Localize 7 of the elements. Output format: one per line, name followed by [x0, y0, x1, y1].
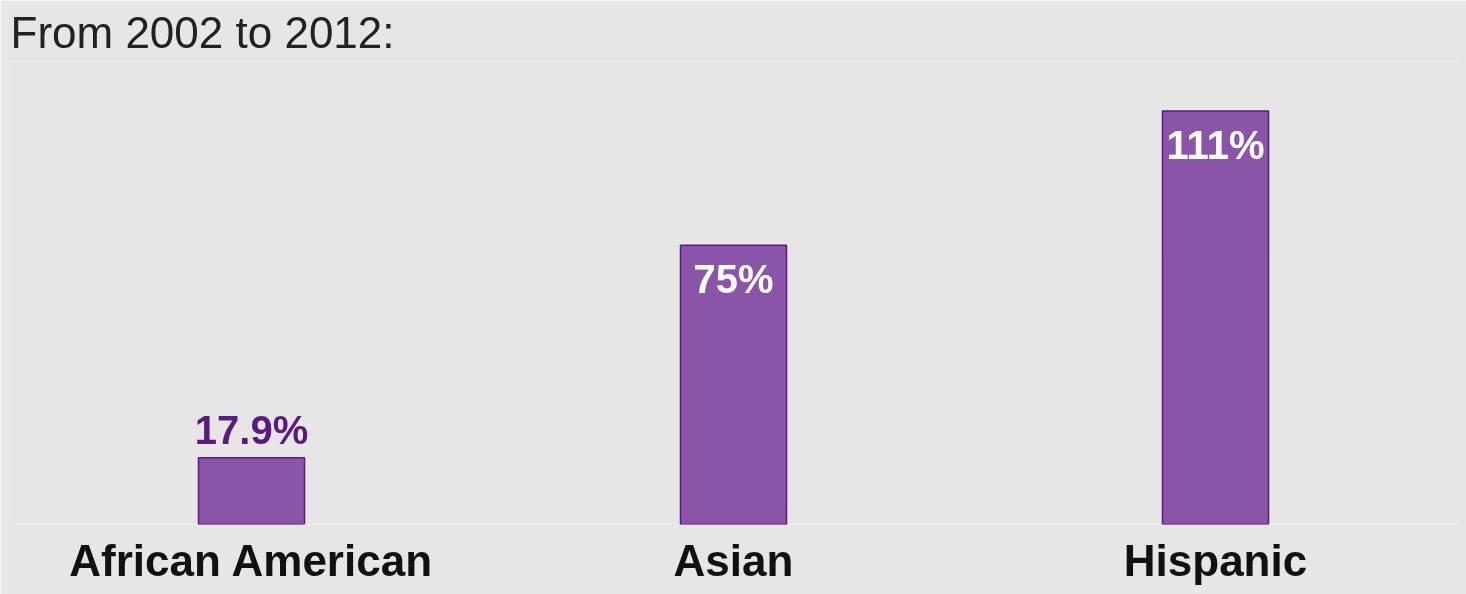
- chart-title: From 2002 to 2012:: [10, 7, 395, 57]
- data-label: 75%: [693, 257, 774, 302]
- x-tick-label: African American: [69, 535, 433, 585]
- x-tick-label: Hispanic: [1123, 535, 1308, 585]
- data-label: 111%: [1166, 123, 1265, 168]
- data-label: 17.9%: [194, 407, 309, 452]
- x-tick-label: Asian: [673, 535, 794, 585]
